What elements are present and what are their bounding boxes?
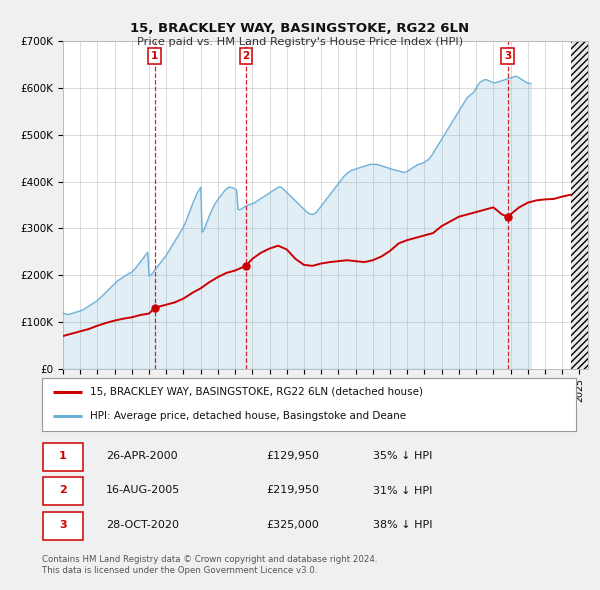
Text: 31% ↓ HPI: 31% ↓ HPI [373,486,433,496]
Text: £325,000: £325,000 [266,520,319,530]
Text: 1: 1 [59,451,67,461]
Text: 15, BRACKLEY WAY, BASINGSTOKE, RG22 6LN: 15, BRACKLEY WAY, BASINGSTOKE, RG22 6LN [130,22,470,35]
Text: £129,950: £129,950 [266,451,319,461]
Text: Contains HM Land Registry data © Crown copyright and database right 2024.: Contains HM Land Registry data © Crown c… [42,555,377,563]
Text: 28-OCT-2020: 28-OCT-2020 [106,520,179,530]
Text: £219,950: £219,950 [266,486,319,496]
Text: 15, BRACKLEY WAY, BASINGSTOKE, RG22 6LN (detached house): 15, BRACKLEY WAY, BASINGSTOKE, RG22 6LN … [90,387,423,397]
Text: 16-AUG-2005: 16-AUG-2005 [106,486,181,496]
Text: 2: 2 [59,486,67,496]
Text: HPI: Average price, detached house, Basingstoke and Deane: HPI: Average price, detached house, Basi… [90,411,406,421]
FancyBboxPatch shape [43,512,83,540]
Text: 3: 3 [504,51,511,61]
Text: 3: 3 [59,520,67,530]
FancyBboxPatch shape [43,442,83,471]
Text: Price paid vs. HM Land Registry's House Price Index (HPI): Price paid vs. HM Land Registry's House … [137,37,463,47]
Text: 1: 1 [151,51,158,61]
Text: 38% ↓ HPI: 38% ↓ HPI [373,520,433,530]
Text: 35% ↓ HPI: 35% ↓ HPI [373,451,433,461]
Text: 26-APR-2000: 26-APR-2000 [106,451,178,461]
FancyBboxPatch shape [43,477,83,505]
Text: This data is licensed under the Open Government Licence v3.0.: This data is licensed under the Open Gov… [42,566,317,575]
Text: 2: 2 [242,51,250,61]
Bar [571,41,588,369]
